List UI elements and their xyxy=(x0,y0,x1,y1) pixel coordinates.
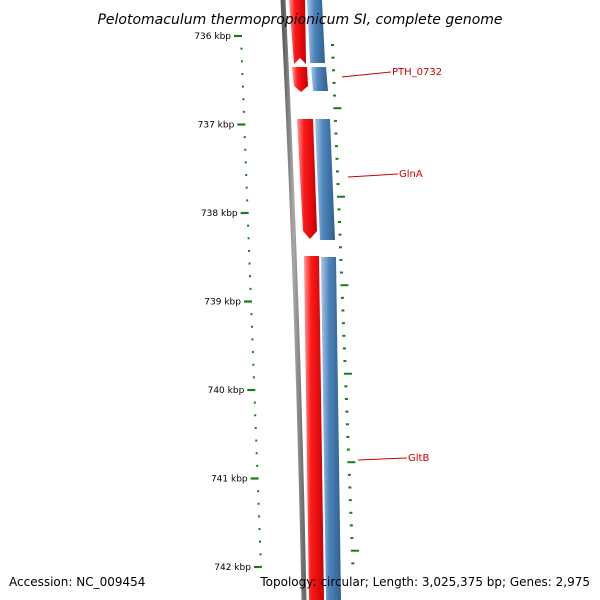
forward-gene-arrow xyxy=(297,119,317,239)
genome-summary-text: Topology: circular; Length: 3,025,375 bp… xyxy=(259,575,590,589)
forward-strand-track xyxy=(289,0,324,600)
gene-label-leader xyxy=(357,457,408,461)
tick-label: 736 kbp xyxy=(194,32,231,42)
gene-label-leader xyxy=(347,173,399,178)
scale-ticks xyxy=(234,34,359,569)
forward-gene-arrow xyxy=(292,67,308,92)
forward-gene-arrow xyxy=(304,256,324,600)
tick-label: 741 kbp xyxy=(211,475,248,485)
scale-tick-labels: 736 kbp 737 kbp 738 kbp 739 kbp 740 kbp 741 k… xyxy=(194,32,251,573)
reverse-strand-track xyxy=(307,0,341,600)
map-title: Pelotomaculum thermopropionicum SI, comp… xyxy=(97,12,502,28)
tick-label: 740 kbp xyxy=(208,386,245,396)
gene-label-pth0732[interactable]: PTH_0732 xyxy=(341,67,442,78)
reverse-gene-segment xyxy=(307,0,325,63)
backbone-ring xyxy=(280,0,307,600)
gene-label-text: PTH_0732 xyxy=(392,67,442,78)
gene-label-glna[interactable]: GlnA xyxy=(347,169,423,180)
gene-label-leader xyxy=(341,71,392,78)
gene-label-text: GltB xyxy=(408,453,429,464)
tick-label: 742 kbp xyxy=(214,563,251,573)
accession-text: Accession: NC_009454 xyxy=(9,575,145,589)
tick-label: 739 kbp xyxy=(204,298,241,308)
gene-label-gltb[interactable]: GltB xyxy=(357,453,429,464)
reverse-gene-segment xyxy=(321,257,341,600)
tick-label: 738 kbp xyxy=(201,209,238,219)
tick-label: 737 kbp xyxy=(198,121,235,131)
reverse-gene-segment xyxy=(315,119,335,240)
reverse-gene-segment xyxy=(311,67,328,91)
forward-gene-arrow xyxy=(289,0,306,64)
gene-label-text: GlnA xyxy=(399,169,423,180)
